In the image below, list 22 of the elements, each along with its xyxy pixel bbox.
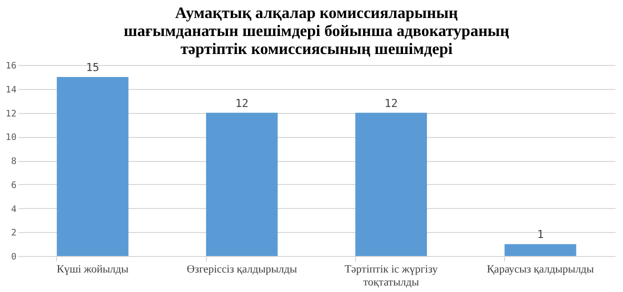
y-tick-label: 4	[11, 204, 16, 215]
data-label: 1	[537, 228, 544, 242]
x-tick-label: Тәртіптік іс жүргізу тоқтатылды	[344, 264, 438, 288]
data-label: 15	[86, 60, 100, 74]
x-tick-label: Өзгеріссіз қалдырылды	[186, 264, 298, 276]
y-tick-label: 14	[6, 85, 16, 96]
chart-title: Аумақтық алқалар комиссияларының шағымданатын шешімдері бойынша адвокатураның тәртіптік комиссиясының шешімдері	[124, 5, 510, 58]
y-tick-label: 0	[11, 252, 16, 262]
x-tick-label: Күші жойылды	[56, 264, 130, 276]
y-tick-label: 6	[11, 180, 16, 191]
y-tick-label: 10	[6, 133, 16, 144]
y-tick-label: 12	[6, 109, 16, 120]
bar	[355, 112, 427, 256]
bar	[56, 76, 128, 256]
bar	[504, 244, 576, 256]
data-label: 12	[384, 96, 398, 110]
y-tick-label: 8	[11, 157, 16, 167]
x-tick-label: Қараусыз қалдырылды	[486, 264, 595, 276]
y-tick-label: 2	[11, 228, 16, 239]
data-label: 12	[235, 96, 248, 110]
y-tick-label: 16	[6, 62, 16, 72]
bar	[206, 112, 278, 256]
